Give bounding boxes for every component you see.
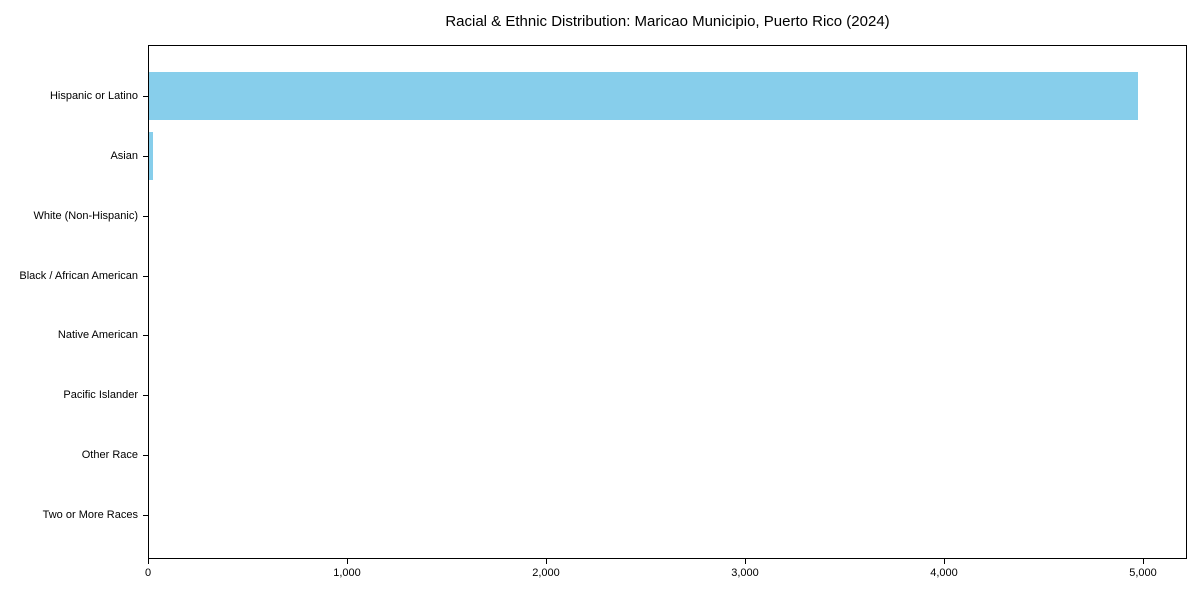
- x-tick-label: 3,000: [731, 567, 759, 579]
- category-label-white-non-hispanic: White (Non-Hispanic): [33, 210, 138, 222]
- x-axis-tick: [148, 559, 149, 564]
- y-axis-tick: [143, 455, 148, 456]
- bar-hispanic-or-latino: [149, 72, 1138, 120]
- category-label-other-race: Other Race: [81, 449, 138, 461]
- x-axis-tick: [1143, 559, 1144, 564]
- x-axis-tick: [745, 559, 746, 564]
- y-axis-tick: [143, 96, 148, 97]
- y-axis-tick: [143, 515, 148, 516]
- category-label-pacific-islander: Pacific Islander: [63, 389, 138, 401]
- y-axis-tick: [143, 335, 148, 336]
- x-axis-tick: [944, 559, 945, 564]
- x-tick-label: 0: [144, 567, 152, 579]
- x-tick-label: 5,000: [1129, 567, 1157, 579]
- x-tick-label: 4,000: [930, 567, 958, 579]
- y-axis-tick: [143, 156, 148, 157]
- category-label-asian: Asian: [110, 150, 138, 162]
- category-label-hispanic-or-latino: Hispanic or Latino: [49, 90, 138, 102]
- x-tick-label: 1,000: [333, 567, 361, 579]
- x-tick-label: 2,000: [532, 567, 560, 579]
- x-axis-tick: [347, 559, 348, 564]
- category-label-native-american: Native American: [57, 329, 138, 341]
- y-axis-tick: [143, 276, 148, 277]
- bar-asian: [149, 132, 153, 180]
- x-axis-tick: [546, 559, 547, 564]
- chart-title: Racial & Ethnic Distribution: Maricao Mu…: [445, 13, 890, 30]
- plot-area: [148, 45, 1187, 559]
- y-axis-tick: [143, 395, 148, 396]
- category-label-two-or-more-races: Two or More Races: [42, 509, 138, 521]
- y-axis-tick: [143, 216, 148, 217]
- category-label-black-african-american: Black / African American: [19, 270, 138, 282]
